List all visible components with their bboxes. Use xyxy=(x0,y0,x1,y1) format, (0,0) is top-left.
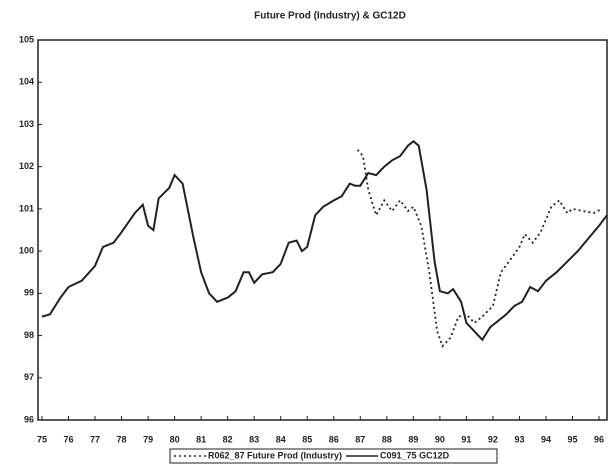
y-tick-label: 105 xyxy=(19,34,34,44)
series-line xyxy=(356,149,603,348)
x-tick-label: 91 xyxy=(461,434,471,444)
y-tick-label: 101 xyxy=(19,203,34,213)
x-tick-label: 93 xyxy=(514,434,524,444)
legend-box xyxy=(169,448,498,464)
series-line xyxy=(41,140,608,342)
x-tick-label: 88 xyxy=(382,434,392,444)
x-tick-label: 78 xyxy=(117,434,127,444)
x-tick-label: 96 xyxy=(594,434,604,444)
x-tick-label: 79 xyxy=(143,434,153,444)
plot-frame xyxy=(37,39,608,421)
x-tick-label: 83 xyxy=(249,434,259,444)
y-tick-label: 104 xyxy=(19,77,34,87)
x-tick-label: 77 xyxy=(90,434,100,444)
x-tick-label: 89 xyxy=(408,434,418,444)
x-tick-label: 87 xyxy=(355,434,365,444)
x-tick-label: 94 xyxy=(541,434,551,444)
y-tick-label: 103 xyxy=(19,119,34,129)
x-tick-label: 82 xyxy=(223,434,233,444)
x-tick-label: 84 xyxy=(276,434,286,444)
y-tick-label: 98 xyxy=(24,330,34,340)
y-tick-label: 102 xyxy=(19,161,34,171)
chart-title: Future Prod (Industry) & GC12D xyxy=(254,11,406,22)
legend-label: R062_87 Future Prod (Industry) xyxy=(208,450,342,460)
x-tick-label: 95 xyxy=(568,434,578,444)
x-tick-label: 81 xyxy=(196,434,206,444)
x-tick-label: 90 xyxy=(435,434,445,444)
legend-label: C091_75 GC12D xyxy=(380,450,450,460)
y-tick-label: 99 xyxy=(24,288,34,298)
x-tick-label: 75 xyxy=(37,434,47,444)
x-tick-label: 80 xyxy=(170,434,180,444)
x-tick-label: 92 xyxy=(488,434,498,444)
x-tick-label: 86 xyxy=(329,434,339,444)
x-tick-label: 76 xyxy=(63,434,73,444)
y-tick-label: 97 xyxy=(24,372,34,382)
y-tick-label: 96 xyxy=(24,414,34,424)
x-tick-label: 85 xyxy=(302,434,312,444)
y-tick-label: 100 xyxy=(19,245,34,255)
